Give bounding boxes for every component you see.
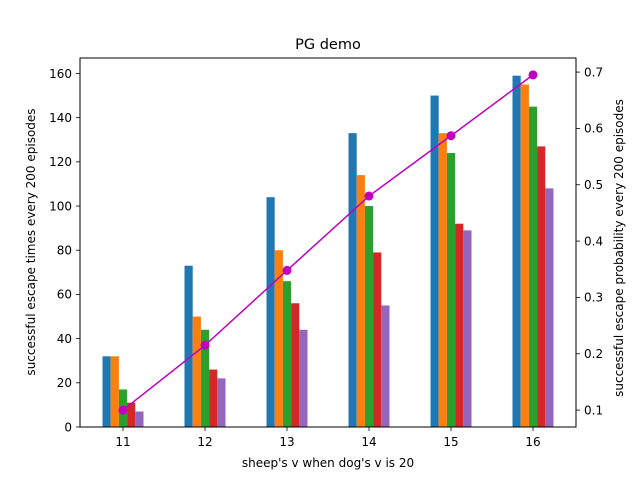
y-left-tick-label: 0 — [64, 420, 72, 434]
bar-s1-11 — [102, 356, 111, 427]
bar-s1-12 — [184, 265, 193, 427]
bar-s5-16 — [545, 188, 554, 427]
x-axis: 11 12 13 14 15 16 — [115, 427, 541, 449]
bar-s4-16 — [537, 146, 546, 427]
y-left-tick-label: 60 — [57, 288, 72, 302]
bar-s3-12 — [200, 329, 210, 427]
bar-s4-12 — [209, 369, 218, 427]
y-left-tick-label: 40 — [57, 332, 72, 346]
y-left-tick-label: 20 — [57, 376, 72, 390]
bar-s3-16 — [528, 106, 538, 428]
bar-s2-15 — [438, 133, 447, 427]
bar-s1-15 — [430, 95, 439, 427]
bar-s2-14 — [356, 175, 365, 427]
bar-s5-12 — [217, 378, 226, 427]
x-tick-label: 16 — [525, 435, 540, 449]
x-axis-label: sheep's v when dog's v is 20 — [242, 456, 414, 470]
probability-point-16 — [528, 70, 538, 80]
y-axis-right: 0.1 0.2 0.3 0.4 0.5 0.6 0.7 — [576, 65, 603, 417]
plot-frame — [79, 57, 577, 428]
y-right-tick-label: 0.1 — [584, 403, 603, 417]
probability-point-13 — [282, 265, 292, 275]
bar-s1-14 — [348, 133, 357, 427]
y-axis-label-left: successful escape times every 200 episod… — [24, 108, 38, 375]
y-right-tick-label: 0.6 — [584, 122, 603, 136]
y-axis-label-right: successful escape probability every 200 … — [612, 99, 626, 397]
bar-s5-15 — [463, 230, 472, 427]
y-right-tick-label: 0.2 — [584, 347, 603, 361]
y-axis-left: 0 20 40 60 80 100 120 140 160 — [49, 67, 80, 434]
bar-s1-13 — [266, 197, 275, 427]
probability-point-11 — [118, 405, 128, 415]
bar-s5-11 — [135, 411, 144, 427]
bar-s3-15 — [446, 153, 456, 427]
bar-s5-14 — [381, 305, 390, 427]
y-right-tick-label: 0.5 — [584, 178, 603, 192]
bar-s4-13 — [291, 303, 300, 427]
x-tick-label: 15 — [443, 435, 458, 449]
bar-s2-11 — [110, 356, 119, 427]
x-tick-label: 14 — [361, 435, 376, 449]
y-right-tick-label: 0.3 — [584, 291, 603, 305]
bar-s5-13 — [299, 329, 308, 427]
bar-s4-15 — [455, 223, 464, 427]
y-left-tick-label: 80 — [57, 244, 72, 258]
bar-s1-16 — [512, 75, 521, 428]
x-tick-label: 11 — [115, 435, 130, 449]
chart-title: PG demo — [295, 37, 361, 53]
bar-s3-14 — [364, 206, 374, 427]
probability-point-14 — [364, 191, 374, 201]
y-left-tick-label: 100 — [49, 199, 72, 213]
probability-point-15 — [446, 131, 456, 141]
x-tick-label: 12 — [197, 435, 212, 449]
bar-s3-13 — [282, 281, 292, 427]
bar-s2-13 — [274, 250, 283, 427]
y-left-tick-label: 120 — [49, 155, 72, 169]
x-tick-label: 13 — [279, 435, 294, 449]
probability-line — [122, 74, 534, 411]
y-right-tick-label: 0.4 — [584, 234, 603, 248]
bar-s4-14 — [373, 252, 382, 427]
probability-line-group — [118, 70, 538, 415]
y-right-tick-label: 0.7 — [584, 65, 603, 79]
bar-s2-16 — [520, 84, 529, 427]
y-left-tick-label: 140 — [49, 111, 72, 125]
y-left-tick-label: 160 — [49, 67, 72, 81]
bar-s2-12 — [192, 316, 201, 427]
bar-s4-11 — [127, 402, 136, 427]
bar-group — [102, 75, 554, 428]
probability-point-12 — [200, 340, 210, 350]
